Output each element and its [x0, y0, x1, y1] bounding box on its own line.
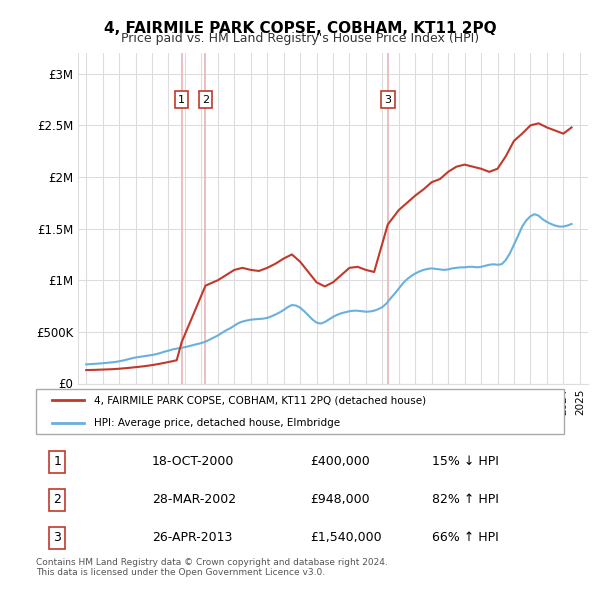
Text: 3: 3: [384, 94, 391, 104]
Text: HPI: Average price, detached house, Elmbridge: HPI: Average price, detached house, Elmb…: [94, 418, 340, 428]
Text: 15% ↓ HPI: 15% ↓ HPI: [432, 455, 499, 468]
Text: 2: 2: [202, 94, 209, 104]
Text: 1: 1: [53, 455, 61, 468]
Text: 18-OCT-2000: 18-OCT-2000: [152, 455, 235, 468]
Text: 4, FAIRMILE PARK COPSE, COBHAM, KT11 2PQ (detached house): 4, FAIRMILE PARK COPSE, COBHAM, KT11 2PQ…: [94, 395, 426, 405]
Text: This data is licensed under the Open Government Licence v3.0.: This data is licensed under the Open Gov…: [36, 568, 325, 576]
Text: 3: 3: [53, 532, 61, 545]
Text: £948,000: £948,000: [311, 493, 370, 506]
Text: 1: 1: [178, 94, 185, 104]
Text: 28-MAR-2002: 28-MAR-2002: [152, 493, 236, 506]
Text: Contains HM Land Registry data © Crown copyright and database right 2024.: Contains HM Land Registry data © Crown c…: [36, 558, 388, 566]
Text: £400,000: £400,000: [311, 455, 370, 468]
FancyBboxPatch shape: [36, 389, 564, 434]
Text: 66% ↑ HPI: 66% ↑ HPI: [432, 532, 499, 545]
Text: 2: 2: [53, 493, 61, 506]
Text: 26-APR-2013: 26-APR-2013: [152, 532, 233, 545]
Text: £1,540,000: £1,540,000: [311, 532, 382, 545]
Text: 82% ↑ HPI: 82% ↑ HPI: [432, 493, 499, 506]
Text: Price paid vs. HM Land Registry's House Price Index (HPI): Price paid vs. HM Land Registry's House …: [121, 32, 479, 45]
Text: 4, FAIRMILE PARK COPSE, COBHAM, KT11 2PQ: 4, FAIRMILE PARK COPSE, COBHAM, KT11 2PQ: [104, 21, 496, 35]
